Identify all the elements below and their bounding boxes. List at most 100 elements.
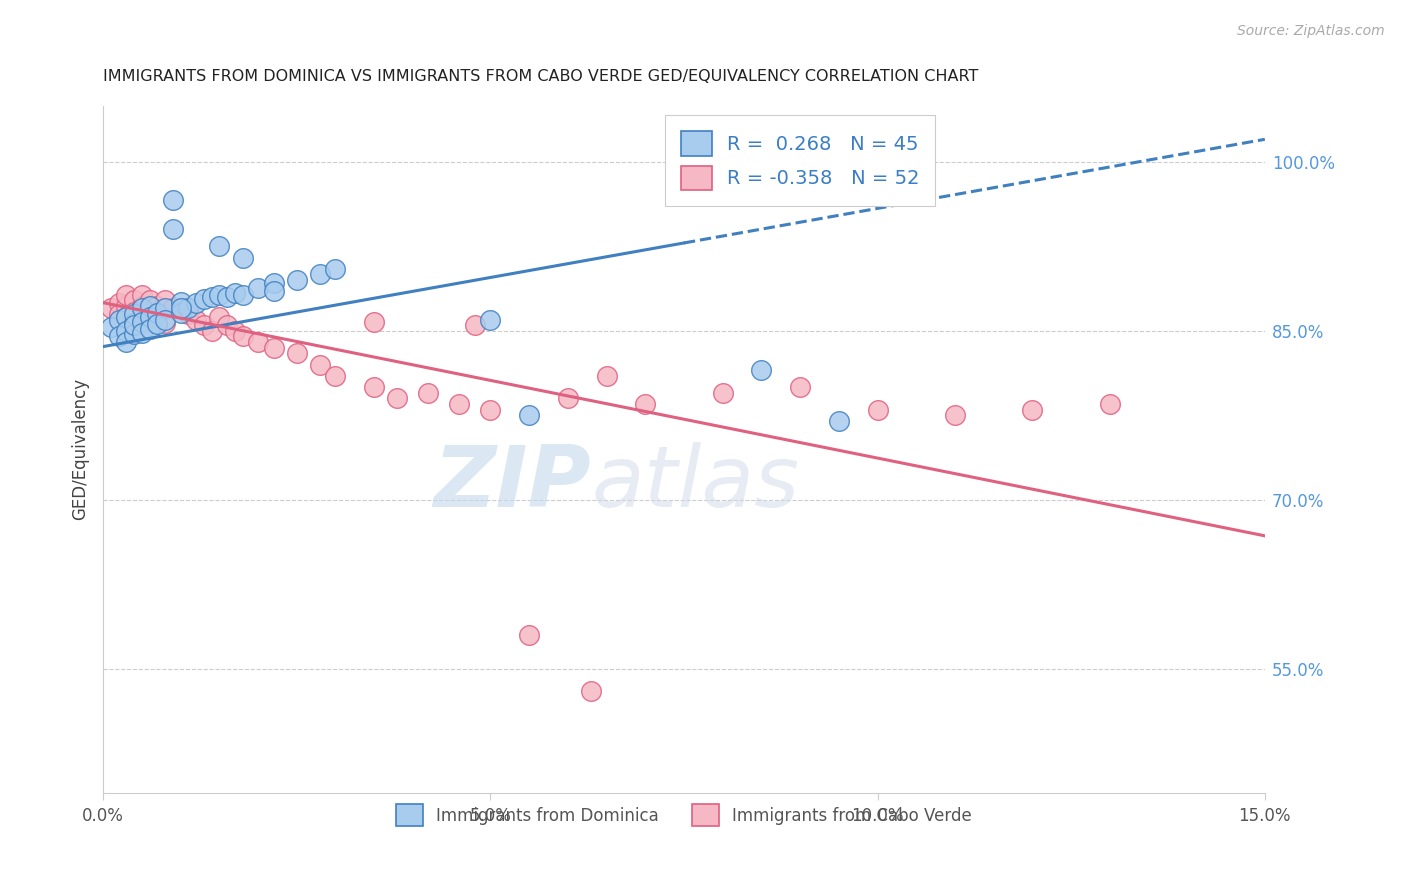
Point [115,310,138,325]
Point [138,304,160,318]
Point [263,277,285,291]
Point [107,312,129,326]
Point [162,301,184,316]
Point [146,317,169,331]
Point [138,293,160,308]
Point [309,268,332,282]
Point [138,299,160,313]
Point [200,290,222,304]
Point [169,294,191,309]
Point [263,285,285,299]
Point [828,414,851,428]
Point [325,261,347,276]
Point [138,310,160,325]
Point [215,318,238,333]
Point [711,385,734,400]
Point [100,301,122,316]
Point [363,380,385,394]
Point [169,301,191,316]
Point [943,409,966,423]
Point [115,334,138,349]
Point [153,301,176,316]
Point [184,312,207,326]
Point [131,301,153,316]
Point [131,299,153,313]
Point [231,287,253,301]
Point [153,293,176,308]
Point [146,306,169,320]
Point [579,684,602,698]
Point [387,392,409,406]
Point [115,310,138,325]
Point [184,295,207,310]
Point [517,628,540,642]
Point [131,326,153,340]
Point [177,307,200,321]
Text: ZIP: ZIP [433,442,591,525]
Text: IMMIGRANTS FROM DOMINICA VS IMMIGRANTS FROM CABO VERDE GED/EQUIVALENCY CORRELATI: IMMIGRANTS FROM DOMINICA VS IMMIGRANTS F… [103,69,979,84]
Point [153,316,176,330]
Point [789,380,811,394]
Point [193,318,215,333]
Point [131,310,153,325]
Point [138,316,160,330]
Point [177,301,200,316]
Point [122,318,145,333]
Point [247,281,270,295]
Point [464,318,486,333]
Point [162,193,184,207]
Point [169,301,191,316]
Point [122,316,145,330]
Point [208,287,231,301]
Point [479,402,502,417]
Point [595,368,617,383]
Point [309,358,332,372]
Point [363,315,385,329]
Point [1021,402,1043,417]
Point [751,363,773,377]
Point [122,304,145,318]
Point [100,320,122,334]
Point [215,290,238,304]
Point [146,310,169,325]
Point [115,299,138,313]
Point [866,402,889,417]
Point [200,324,222,338]
Point [1098,397,1121,411]
Point [517,409,540,423]
Point [231,251,253,265]
Point [153,312,176,326]
Point [162,222,184,236]
Point [208,239,231,253]
Point [122,307,145,321]
Point [208,310,231,325]
Point [122,327,145,342]
Point [131,315,153,329]
Point [557,392,579,406]
Point [418,385,440,400]
Point [169,306,191,320]
Text: Source: ZipAtlas.com: Source: ZipAtlas.com [1237,24,1385,38]
Point [115,324,138,338]
Point [107,295,129,310]
Point [634,397,657,411]
Point [285,346,308,360]
Point [231,329,253,343]
Point [122,316,145,330]
Point [325,368,347,383]
Point [193,293,215,307]
Point [224,285,246,300]
Point [285,273,308,287]
Y-axis label: GED/Equivalency: GED/Equivalency [72,378,89,520]
Point [224,324,246,338]
Point [115,287,138,301]
Point [449,397,471,411]
Point [138,321,160,335]
Point [146,299,169,313]
Point [131,287,153,301]
Point [263,341,285,355]
Legend: Immigrants from Dominica, Immigrants from Cabo Verde: Immigrants from Dominica, Immigrants fro… [389,797,979,832]
Point [107,307,129,321]
Text: atlas: atlas [591,442,799,525]
Point [247,334,270,349]
